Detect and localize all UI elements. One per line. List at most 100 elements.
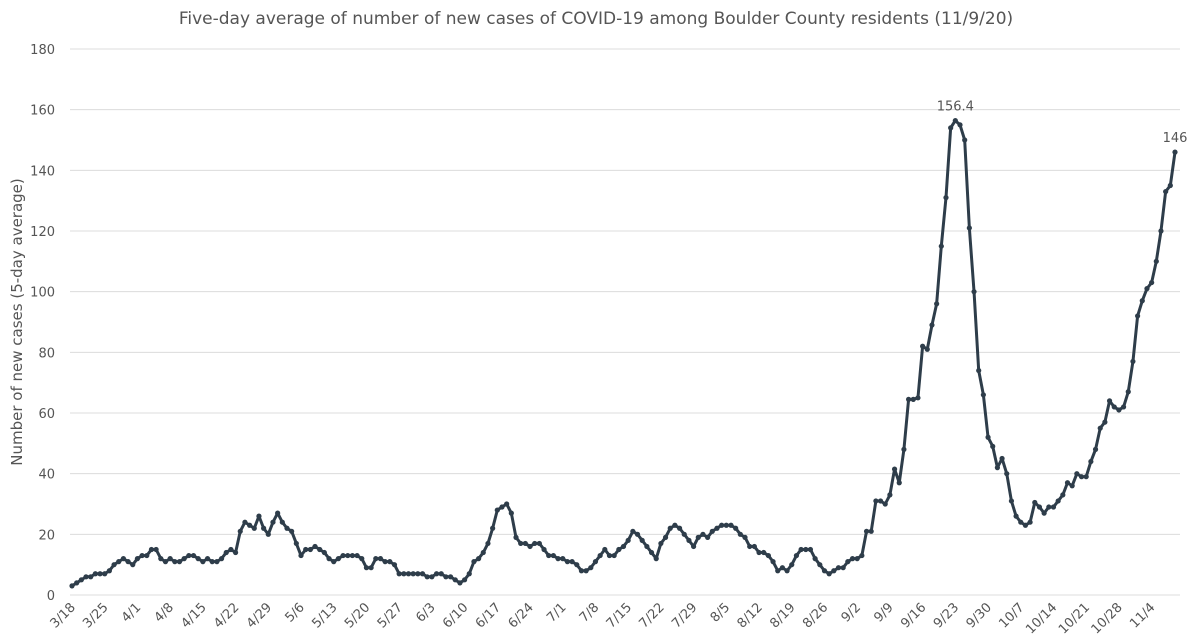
point <box>648 549 655 556</box>
x-tick-label: 9/30 <box>964 600 995 631</box>
point <box>817 562 823 568</box>
point <box>513 534 519 540</box>
point <box>1125 389 1131 395</box>
point <box>148 546 155 553</box>
point <box>1074 471 1080 477</box>
x-tick-label: 4/15 <box>178 600 209 631</box>
y-tick-label: 0 <box>47 589 55 604</box>
point <box>499 504 505 510</box>
point <box>728 522 734 528</box>
point <box>821 568 828 574</box>
point <box>873 498 879 504</box>
y-tick-label: 180 <box>30 43 55 58</box>
point <box>102 571 108 577</box>
x-tick-label: 8/12 <box>735 600 766 631</box>
point <box>910 396 916 402</box>
point <box>634 531 641 537</box>
point <box>672 522 678 528</box>
point <box>751 543 757 550</box>
point <box>494 507 500 513</box>
point <box>943 195 949 201</box>
point <box>307 546 313 553</box>
point <box>438 571 444 577</box>
point <box>158 556 164 562</box>
point <box>962 137 968 143</box>
point <box>532 540 538 547</box>
data-label: 146 <box>1163 131 1188 146</box>
point <box>335 556 342 562</box>
point <box>793 552 800 559</box>
point <box>120 556 127 562</box>
point <box>639 537 645 544</box>
point <box>190 552 197 559</box>
point <box>331 559 337 565</box>
point <box>326 556 332 562</box>
point <box>1055 498 1061 504</box>
point <box>1069 483 1075 489</box>
point <box>845 559 851 565</box>
point <box>340 552 346 559</box>
point <box>602 546 608 553</box>
chart-title: Five-day average of number of new cases … <box>179 9 1013 29</box>
point <box>368 565 374 571</box>
point <box>298 552 304 559</box>
x-tick-label: 6/10 <box>440 600 471 631</box>
point <box>564 559 571 565</box>
point <box>952 117 958 124</box>
point <box>471 559 477 565</box>
point <box>111 562 117 568</box>
point <box>733 525 739 531</box>
x-tick-label: 8/19 <box>767 600 798 631</box>
x-tick-label: 9/23 <box>931 600 962 631</box>
point <box>541 546 547 553</box>
point <box>457 580 463 586</box>
point <box>172 559 178 565</box>
point <box>480 549 486 556</box>
point <box>134 556 141 562</box>
point <box>130 562 136 568</box>
point <box>1064 480 1071 486</box>
point <box>948 125 954 131</box>
point <box>915 395 921 401</box>
point <box>709 528 715 534</box>
point <box>1120 404 1127 410</box>
point <box>354 552 360 559</box>
point <box>1172 149 1178 155</box>
point <box>181 556 187 562</box>
point <box>490 525 496 531</box>
point <box>377 556 384 562</box>
point <box>905 396 912 402</box>
point <box>78 577 84 583</box>
point <box>938 243 944 249</box>
point <box>676 525 683 531</box>
x-tick-label: 10/28 <box>1089 600 1126 637</box>
point <box>887 492 893 498</box>
point <box>714 525 720 531</box>
point <box>125 559 131 565</box>
point <box>798 546 804 553</box>
point <box>419 571 426 577</box>
data-label: 156.4 <box>937 100 974 115</box>
point <box>1022 522 1029 528</box>
x-tick-label: 7/29 <box>669 600 700 631</box>
point <box>363 565 370 571</box>
point <box>1004 471 1010 477</box>
point <box>924 346 930 352</box>
point <box>200 559 206 565</box>
point <box>275 510 281 516</box>
y-tick-label: 100 <box>30 286 55 301</box>
x-tick-label: 7/1 <box>544 600 569 625</box>
point <box>466 571 472 577</box>
point <box>270 519 276 525</box>
point <box>1111 404 1117 410</box>
x-tick-label: 6/24 <box>506 600 537 631</box>
point <box>770 559 776 565</box>
point <box>218 556 225 562</box>
y-tick-label: 160 <box>30 104 55 119</box>
point <box>1149 279 1155 286</box>
point <box>667 525 673 531</box>
point <box>588 565 594 571</box>
point <box>578 568 585 574</box>
point <box>1013 513 1019 519</box>
